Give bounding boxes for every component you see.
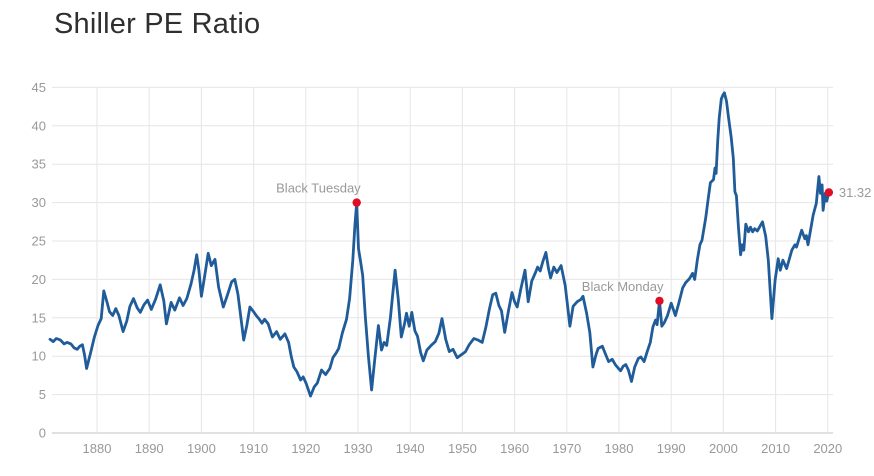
- x-tick-label-2020: 2020: [813, 441, 842, 456]
- x-tick-label-1950: 1950: [448, 441, 477, 456]
- event-markers: [352, 188, 834, 306]
- x-tick-label-1930: 1930: [344, 441, 373, 456]
- marker-dot-black-tuesday: [352, 198, 361, 207]
- y-tick-label-20: 20: [32, 272, 46, 287]
- x-tick-label-1980: 1980: [605, 441, 634, 456]
- x-tick-label-2000: 2000: [709, 441, 738, 456]
- x-tick-label-1970: 1970: [552, 441, 581, 456]
- vertical-gridlines: [96, 87, 829, 433]
- y-axis-tick-labels: 0 5 10 15 20 25 30 35 40 45: [32, 80, 46, 441]
- marker-dot-31-32: [824, 188, 834, 197]
- pe-ratio-line-series: [48, 91, 831, 398]
- x-tick-label-1900: 1900: [187, 441, 216, 456]
- annotation-labels: Black Tuesday Black Monday 31.32: [276, 181, 871, 294]
- annotation-label-black-monday: Black Monday: [582, 279, 664, 294]
- chart-title: Shiller PE Ratio: [54, 8, 261, 40]
- y-tick-label-35: 35: [32, 157, 46, 172]
- y-tick-label-40: 40: [32, 118, 46, 133]
- x-tick-label-1990: 1990: [657, 441, 686, 456]
- x-tick-label-1910: 1910: [239, 441, 268, 456]
- marker-dot-black-monday: [655, 296, 664, 306]
- x-tick-label-1960: 1960: [500, 441, 529, 456]
- x-tick-label-1880: 1880: [83, 441, 112, 456]
- x-tick-label-1890: 1890: [135, 441, 164, 456]
- y-tick-label-30: 30: [32, 195, 46, 210]
- horizontal-gridlines: [52, 86, 833, 434]
- x-tick-label-1940: 1940: [396, 441, 425, 456]
- y-tick-label-25: 25: [32, 234, 46, 249]
- annotation-label-31-32: 31.32: [839, 185, 872, 200]
- x-axis-tick-labels: 1880 1890 1900 1910 1920 1930 1940 1950 1960 1970…: [83, 441, 843, 456]
- y-tick-label-5: 5: [39, 387, 46, 402]
- y-tick-label-0: 0: [39, 426, 46, 441]
- y-tick-label-45: 45: [32, 80, 46, 95]
- annotation-label-black-tuesday: Black Tuesday: [276, 181, 361, 196]
- y-tick-label-15: 15: [32, 310, 46, 325]
- y-tick-label-10: 10: [32, 349, 46, 364]
- shiller-pe-line: [48, 91, 831, 398]
- x-tick-label-1920: 1920: [291, 441, 320, 456]
- x-tick-label-2010: 2010: [761, 441, 790, 456]
